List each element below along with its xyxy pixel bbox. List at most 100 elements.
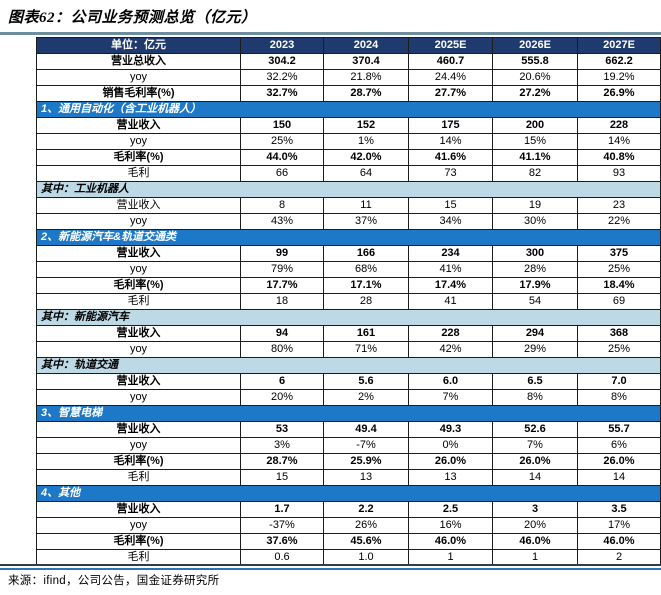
row-label-cell: 毛利率(%) [36, 277, 241, 294]
value-cell: 25.9% [323, 453, 409, 470]
subsection-header-row: 其中：新能源汽车 [36, 309, 661, 326]
value-cell: 15 [240, 469, 324, 486]
section-label: 4、其他 [36, 485, 661, 502]
table-row: yoy 3% -7% 0% 7% 6% [36, 437, 661, 454]
value-cell: 20% [492, 517, 578, 534]
table-row: yoy 20% 2% 7% 8% 8% [36, 389, 661, 406]
table-row: 毛利 18 28 41 54 69 [36, 293, 661, 310]
year-header-cell: 2025E [408, 37, 493, 54]
value-cell: 46.0% [492, 533, 578, 550]
subsection-header-row: 其中：工业机器人 [36, 181, 661, 198]
value-cell: 294 [492, 325, 578, 342]
value-cell: 23 [577, 197, 661, 214]
value-cell: 45.6% [323, 533, 409, 550]
subsection-label: 其中：轨道交通 [36, 357, 661, 374]
value-cell: 3 [492, 501, 578, 518]
value-cell: 28 [323, 293, 409, 310]
row-label-cell: 毛利率(%) [36, 533, 241, 550]
value-cell: 370.4 [323, 53, 409, 70]
table-row: 毛利率(%) 44.0% 42.0% 41.6% 41.1% 40.8% [36, 149, 661, 166]
bottom-rule-dark [0, 564, 661, 566]
value-cell: -37% [240, 517, 324, 534]
value-cell: 64 [323, 165, 409, 182]
row-label-cell: yoy [36, 517, 241, 534]
row-label-cell: 营业收入 [36, 117, 241, 134]
value-cell: 300 [492, 245, 578, 262]
table-row: 营业收入 8 11 15 19 23 [36, 197, 661, 214]
row-label-cell: yoy [36, 341, 241, 358]
row-label-cell: 营业收入 [36, 197, 241, 214]
row-label-cell: yoy [36, 213, 241, 230]
row-label-cell: 毛利 [36, 293, 241, 310]
row-label-cell: 营业收入 [36, 245, 241, 262]
value-cell: 17.7% [240, 277, 324, 294]
row-label-cell: 营业收入 [36, 373, 241, 390]
value-cell: 44.0% [240, 149, 324, 166]
value-cell: 8 [240, 197, 324, 214]
row-label-cell: yoy [36, 261, 241, 278]
row-label-cell: yoy [36, 69, 241, 86]
section-label: 3、智慧电梯 [36, 405, 661, 422]
value-cell: 375 [577, 245, 661, 262]
value-cell: 7% [408, 389, 493, 406]
value-cell: 37.6% [240, 533, 324, 550]
table-row: yoy -37% 26% 16% 20% 17% [36, 517, 661, 534]
section-header-row: 3、智慧电梯 [36, 405, 661, 422]
value-cell: 17.4% [408, 277, 493, 294]
value-cell: 17.1% [323, 277, 409, 294]
row-label-cell: 营业收入 [36, 421, 241, 438]
value-cell: 15% [492, 133, 578, 150]
table-row: 营业总收入 304.2 370.4 460.7 555.8 662.2 [36, 53, 661, 70]
value-cell: 2.2 [323, 501, 409, 518]
value-cell: 66 [240, 165, 324, 182]
value-cell: 25% [240, 133, 324, 150]
value-cell: 166 [323, 245, 409, 262]
table-row: yoy 32.2% 21.8% 24.4% 20.6% 19.2% [36, 69, 661, 86]
value-cell: 28.7% [323, 85, 409, 102]
table-row: yoy 43% 37% 34% 30% 22% [36, 213, 661, 230]
value-cell: 25% [577, 261, 661, 278]
value-cell: 11 [323, 197, 409, 214]
value-cell: 71% [323, 341, 409, 358]
value-cell: 228 [577, 117, 661, 134]
table-row: 营业收入 150 152 175 200 228 [36, 117, 661, 134]
subsection-label: 其中：新能源汽车 [36, 309, 661, 326]
value-cell: 53 [240, 421, 324, 438]
value-cell: 28% [492, 261, 578, 278]
value-cell: 80% [240, 341, 324, 358]
value-cell: 1% [323, 133, 409, 150]
value-cell: 2.5 [408, 501, 493, 518]
value-cell: 41 [408, 293, 493, 310]
value-cell: 41% [408, 261, 493, 278]
value-cell: 26.9% [577, 85, 661, 102]
row-label-cell: 营业收入 [36, 501, 241, 518]
table-row: 销售毛利率(%) 32.7% 28.7% 27.7% 27.2% 26.9% [36, 85, 661, 102]
value-cell: 2% [323, 389, 409, 406]
table-row: 毛利率(%) 17.7% 17.1% 17.4% 17.9% 18.4% [36, 277, 661, 294]
value-cell: 30% [492, 213, 578, 230]
value-cell: 29% [492, 341, 578, 358]
value-cell: 228 [408, 325, 493, 342]
row-label-cell: 毛利率(%) [36, 453, 241, 470]
value-cell: 27.2% [492, 85, 578, 102]
value-cell: 6.5 [492, 373, 578, 390]
value-cell: 20.6% [492, 69, 578, 86]
table-row: 毛利 66 64 73 82 93 [36, 165, 661, 182]
year-header-cell: 2023 [240, 37, 324, 54]
value-cell: 49.4 [323, 421, 409, 438]
year-header-cell: 2027E [577, 37, 661, 54]
table-row: yoy 80% 71% 42% 29% 25% [36, 341, 661, 358]
value-cell: 18 [240, 293, 324, 310]
value-cell: 555.8 [492, 53, 578, 70]
value-cell: 14% [408, 133, 493, 150]
value-cell: 6.0 [408, 373, 493, 390]
value-cell: 40.8% [577, 149, 661, 166]
value-cell: 24.4% [408, 69, 493, 86]
value-cell: 16% [408, 517, 493, 534]
row-label-cell: 毛利 [36, 165, 241, 182]
table-row: yoy 25% 1% 14% 15% 14% [36, 133, 661, 150]
subsection-header-row: 其中：轨道交通 [36, 357, 661, 374]
value-cell: 368 [577, 325, 661, 342]
value-cell: 34% [408, 213, 493, 230]
value-cell: 55.7 [577, 421, 661, 438]
